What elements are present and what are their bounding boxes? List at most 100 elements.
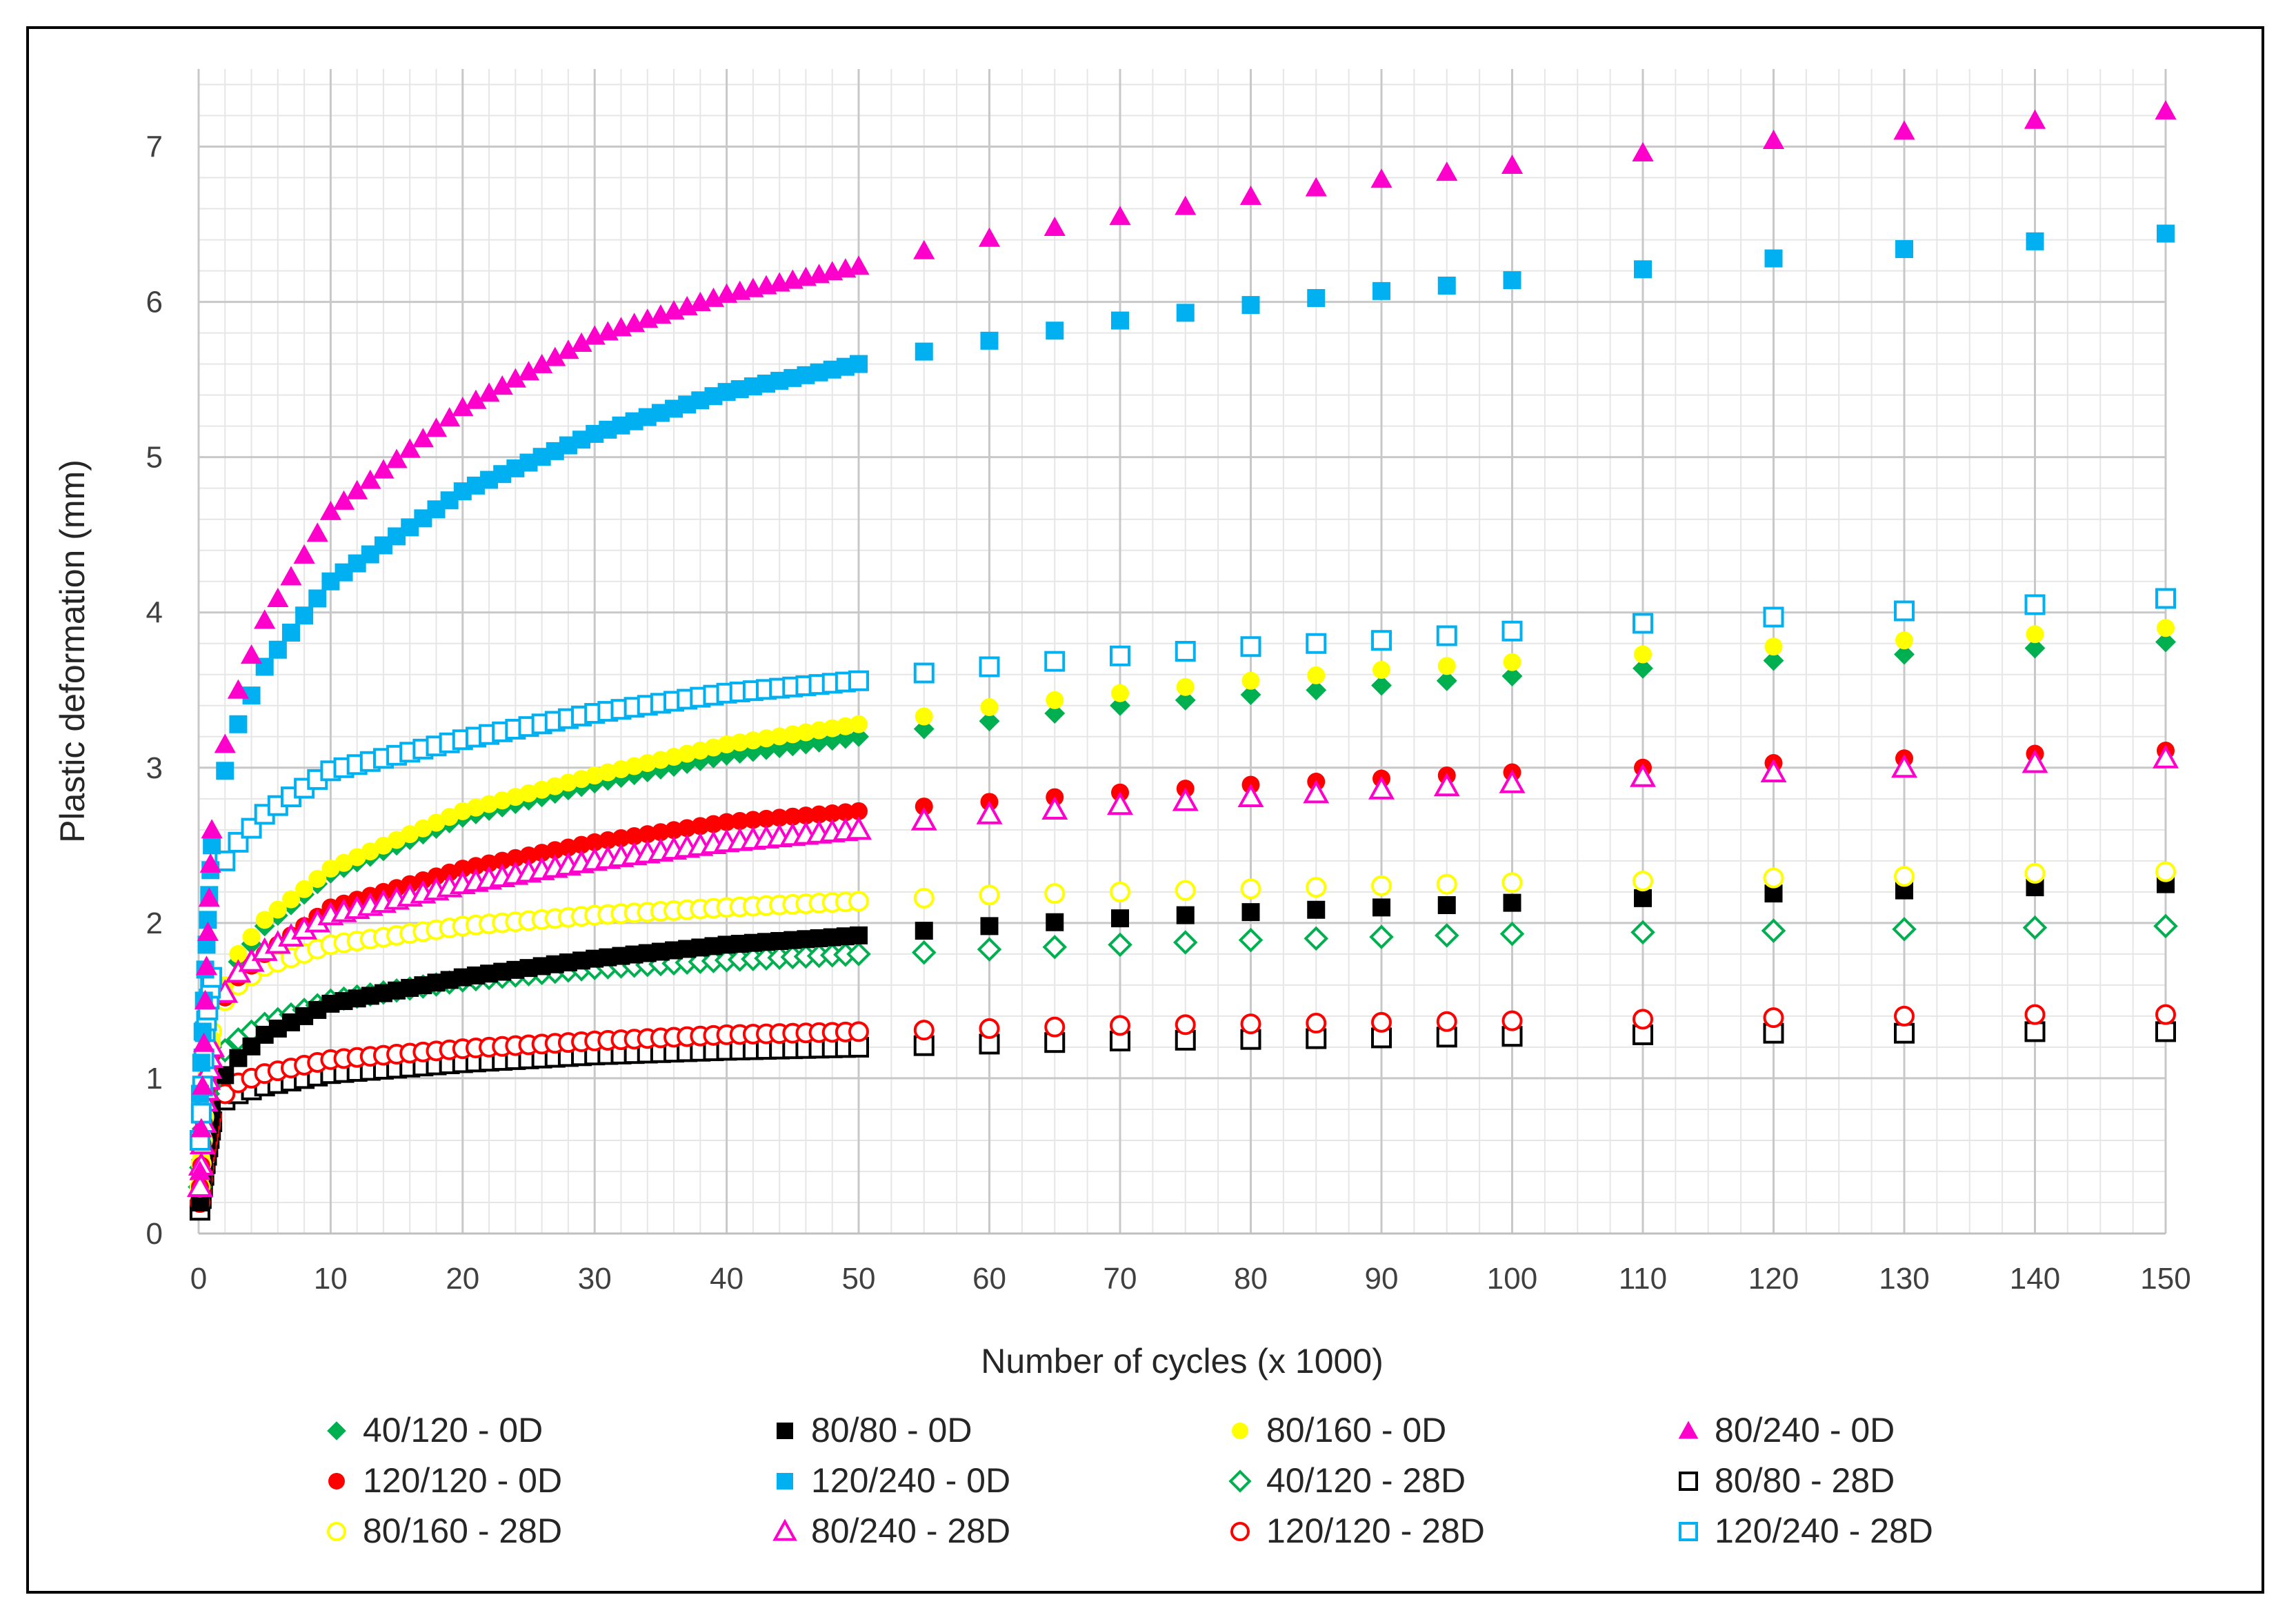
data-point	[1630, 763, 1656, 787]
data-point	[1306, 680, 1327, 701]
data-point	[1630, 920, 1655, 945]
data-point	[1111, 684, 1129, 702]
legend-label: 120/240 - 0D	[811, 1461, 1010, 1500]
data-point	[198, 887, 220, 907]
x-tick-label: 150	[2140, 1262, 2190, 1296]
data-point	[452, 397, 474, 417]
data-point	[2024, 109, 2046, 129]
data-point	[1760, 758, 1787, 783]
y-tick-label: 7	[146, 130, 163, 164]
y-tick-label: 0	[146, 1217, 163, 1251]
data-point	[2155, 631, 2176, 653]
legend-marker	[1679, 1522, 1698, 1541]
data-point	[372, 459, 395, 479]
x-tick-label: 130	[1879, 1262, 1929, 1296]
data-point	[192, 1053, 210, 1072]
legend-marker	[777, 1473, 793, 1489]
data-point	[850, 715, 868, 733]
x-tick-label: 80	[1234, 1262, 1268, 1296]
data-point	[1240, 878, 1261, 900]
data-point	[332, 490, 355, 510]
data-point	[214, 733, 236, 753]
data-point	[1172, 930, 1198, 955]
data-point	[1175, 195, 1197, 215]
data-point	[1108, 932, 1132, 958]
data-point	[599, 831, 617, 849]
data-point	[1240, 636, 1261, 657]
data-point	[1436, 625, 1457, 646]
y-axis-title: Plastic deformation (mm)	[53, 459, 92, 843]
data-point	[1503, 893, 1521, 912]
data-point	[2153, 744, 2179, 769]
data-point	[651, 823, 670, 842]
data-point	[1437, 276, 1456, 295]
data-point	[197, 921, 219, 941]
data-point	[717, 735, 736, 754]
data-points	[186, 100, 2179, 1221]
legend-item: 120/120 - 28D	[1230, 1512, 1485, 1550]
data-point	[359, 469, 381, 489]
data-point	[848, 255, 870, 275]
data-point	[399, 438, 421, 458]
legend: 40/120 - 0D 80/80 - 0D 80/160 - 0D 80/240 -…	[327, 1411, 1933, 1550]
data-point	[783, 725, 802, 744]
x-tick-label: 70	[1104, 1262, 1137, 1296]
data-point	[979, 711, 1000, 732]
chart-frame	[26, 26, 2264, 1594]
data-point	[1634, 645, 1652, 664]
data-point	[743, 811, 762, 829]
data-point	[910, 806, 937, 831]
data-point	[836, 803, 855, 822]
legend-item: 80/80 - 0D	[777, 1411, 972, 1449]
y-tick-label: 6	[146, 286, 163, 319]
data-point	[2155, 588, 2176, 609]
data-point	[1371, 675, 1392, 696]
x-tick-label: 30	[578, 1262, 612, 1296]
data-point	[1046, 691, 1064, 709]
data-point	[2157, 224, 2175, 243]
data-point	[1111, 909, 1129, 928]
data-point	[2022, 749, 2048, 773]
legend-label: 40/120 - 28D	[1266, 1461, 1466, 1500]
x-tick-label: 110	[1619, 1262, 1667, 1296]
data-point	[770, 727, 789, 746]
data-point	[1895, 631, 1913, 650]
data-point	[848, 1021, 869, 1042]
legend-item: 120/240 - 0D	[777, 1461, 1010, 1500]
data-point	[1891, 754, 1917, 778]
data-point	[1044, 703, 1066, 724]
data-point	[1503, 271, 1521, 290]
data-point	[1372, 898, 1390, 917]
data-point	[1241, 296, 1260, 315]
data-point	[1307, 666, 1326, 684]
data-point	[240, 644, 263, 664]
legend-marker	[1679, 1472, 1698, 1491]
data-point	[386, 448, 408, 468]
data-point	[193, 1032, 215, 1052]
data-point	[1041, 795, 1068, 820]
data-point	[2024, 594, 2046, 615]
data-point	[979, 1018, 1000, 1039]
data-point	[1110, 881, 1130, 902]
data-point	[1892, 917, 1917, 942]
data-point	[517, 361, 540, 381]
data-point	[1176, 677, 1195, 696]
data-point	[1306, 877, 1327, 898]
data-point	[1501, 154, 1524, 175]
data-point	[242, 928, 261, 947]
data-point	[980, 917, 999, 935]
data-point	[2155, 100, 2177, 120]
data-point	[293, 544, 315, 564]
y-tick-label: 1	[146, 1062, 163, 1096]
data-point	[1175, 641, 1196, 662]
data-point	[823, 719, 841, 737]
data-point	[255, 911, 274, 929]
legend-item: 80/160 - 0D	[1232, 1411, 1446, 1449]
data-point	[478, 382, 500, 402]
legend-label: 80/80 - 0D	[811, 1411, 972, 1449]
data-point	[848, 670, 869, 691]
data-point	[194, 989, 217, 1009]
data-point	[214, 850, 236, 871]
data-point	[295, 606, 314, 625]
data-point	[2024, 862, 2046, 884]
